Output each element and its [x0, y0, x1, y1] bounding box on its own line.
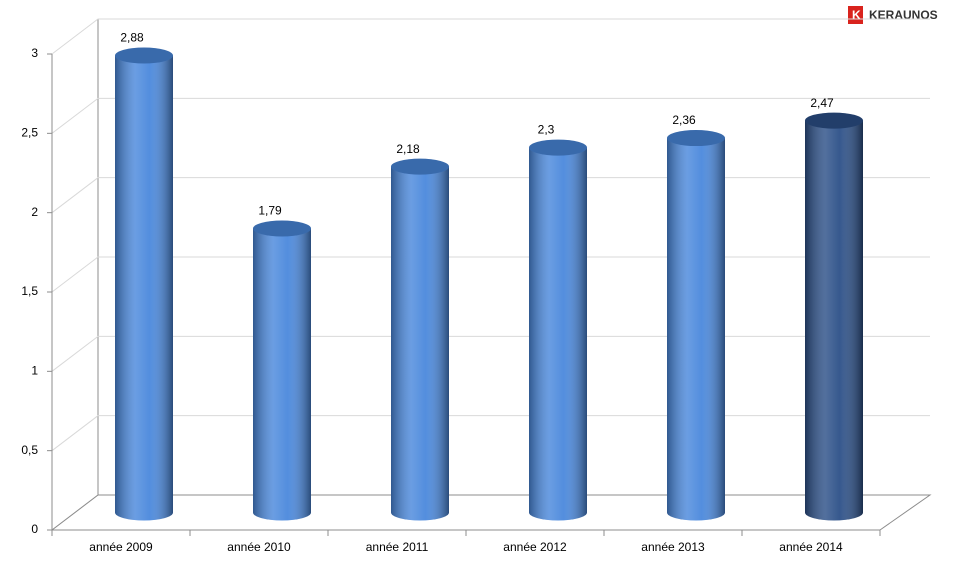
bar-top-shade: [253, 220, 311, 237]
x-tick-label: année 2009: [89, 540, 153, 554]
x-tick-label: année 2010: [227, 540, 291, 554]
x-tick-label: année 2014: [779, 540, 843, 554]
y-tick-label: 1,5: [21, 284, 38, 298]
bar-top-shade: [391, 158, 449, 175]
bar-top: [667, 130, 725, 147]
plot: 0 0,5 1 1,5 2 2,5 3 2,88 année 2009 1,79 année 201…: [21, 18, 932, 554]
bar-shade: [667, 138, 725, 521]
bar-shade: [529, 147, 587, 521]
y-tick-label: 2,5: [21, 126, 38, 140]
y-tick-label: 3: [31, 46, 38, 60]
bar-shade: [805, 120, 863, 521]
x-tick-label: année 2013: [641, 540, 705, 554]
bar-top: [529, 139, 587, 156]
grid-line: [51, 256, 930, 293]
value-label: 2,88: [120, 31, 144, 45]
value-label: 2,3: [538, 123, 555, 137]
value-label: 1,79: [258, 204, 282, 218]
bar-top-shade: [667, 130, 725, 147]
y-tick-label: 1: [31, 364, 38, 378]
grid-line: [51, 335, 930, 372]
bar-top: [253, 220, 311, 237]
grid-line: [51, 415, 930, 452]
y-tick-label: 2: [31, 205, 38, 219]
logo-text: KERAUNOS: [869, 8, 938, 22]
bar-top-shade: [529, 139, 587, 156]
bar-top: [391, 158, 449, 175]
y-tick-label: 0: [31, 522, 38, 536]
bar-top: [115, 47, 173, 64]
grid-line: [51, 494, 930, 531]
value-label: 2,47: [810, 96, 834, 110]
x-tick-label: année 2011: [366, 540, 429, 554]
bar-top-shade: [805, 112, 863, 129]
floor: [51, 494, 932, 531]
value-label: 2,18: [396, 142, 420, 156]
bar-shade: [391, 166, 449, 521]
logo-letter: K: [852, 8, 861, 22]
grid-line: [51, 97, 930, 134]
bar-shade: [115, 55, 173, 521]
bar-shade: [253, 228, 311, 521]
grid-line: [51, 18, 930, 55]
value-label: 2,36: [672, 113, 696, 127]
grid-line: [51, 177, 930, 214]
bar-top: [805, 112, 863, 129]
bar-top-shade: [115, 47, 173, 64]
x-tick-label: année 2012: [503, 540, 567, 554]
y-tick-label: 0,5: [21, 443, 38, 457]
